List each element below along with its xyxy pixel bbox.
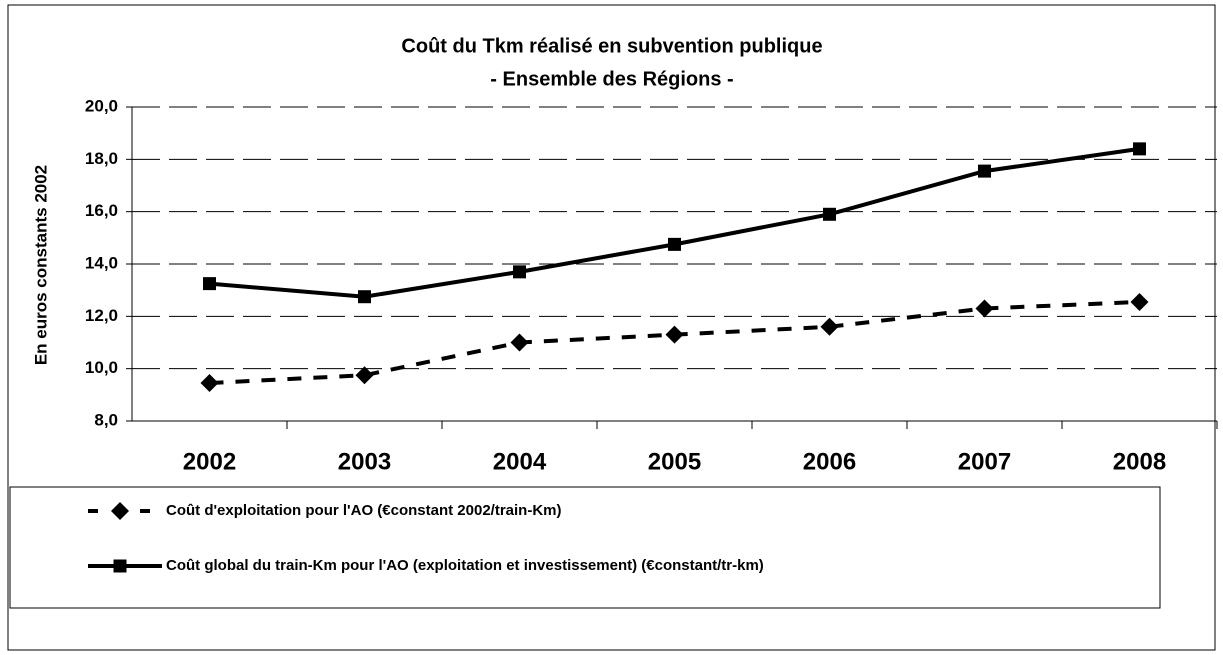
x-tick-label: 2006 [803, 448, 856, 475]
marker-diamond [111, 502, 129, 520]
marker-square [668, 237, 681, 251]
x-tick-label: 2007 [958, 448, 1011, 475]
marker-square [203, 277, 216, 291]
x-tick-label: 2003 [338, 448, 391, 475]
y-tick-label: 18,0 [85, 149, 118, 168]
y-tick-label: 16,0 [85, 201, 118, 220]
marker-square [358, 290, 371, 304]
x-tick-label: 2005 [648, 448, 701, 475]
marker-square [513, 265, 526, 279]
marker-square [823, 207, 836, 221]
y-axis-label: En euros constants 2002 [31, 165, 50, 365]
x-tick-label: 2002 [183, 448, 236, 475]
y-tick-label: 12,0 [85, 306, 118, 325]
y-tick-label: 14,0 [85, 253, 118, 272]
legend-label: Coût d'exploitation pour l'AO (€constant… [166, 502, 562, 519]
x-tick-label: 2008 [1113, 448, 1166, 475]
legend-label: Coût global du train-Km pour l'AO (explo… [166, 557, 764, 574]
y-tick-label: 8,0 [94, 410, 118, 429]
marker-square [1133, 142, 1146, 156]
marker-diamond [1130, 292, 1149, 311]
y-tick-label: 20,0 [85, 96, 118, 115]
marker-square [113, 559, 127, 573]
marker-square [978, 164, 991, 178]
chart-title: Coût du Tkm réalisé en subvention publiq… [401, 35, 822, 57]
marker-diamond [200, 374, 219, 393]
marker-diamond [820, 317, 839, 336]
marker-diamond [510, 333, 529, 352]
marker-diamond [355, 366, 374, 385]
x-tick-label: 2004 [493, 448, 547, 475]
chart-subtitle: - Ensemble des Régions - [490, 68, 733, 90]
marker-diamond [665, 325, 684, 344]
marker-diamond [975, 299, 994, 318]
y-tick-label: 10,0 [85, 358, 118, 377]
legend [9, 486, 1161, 609]
